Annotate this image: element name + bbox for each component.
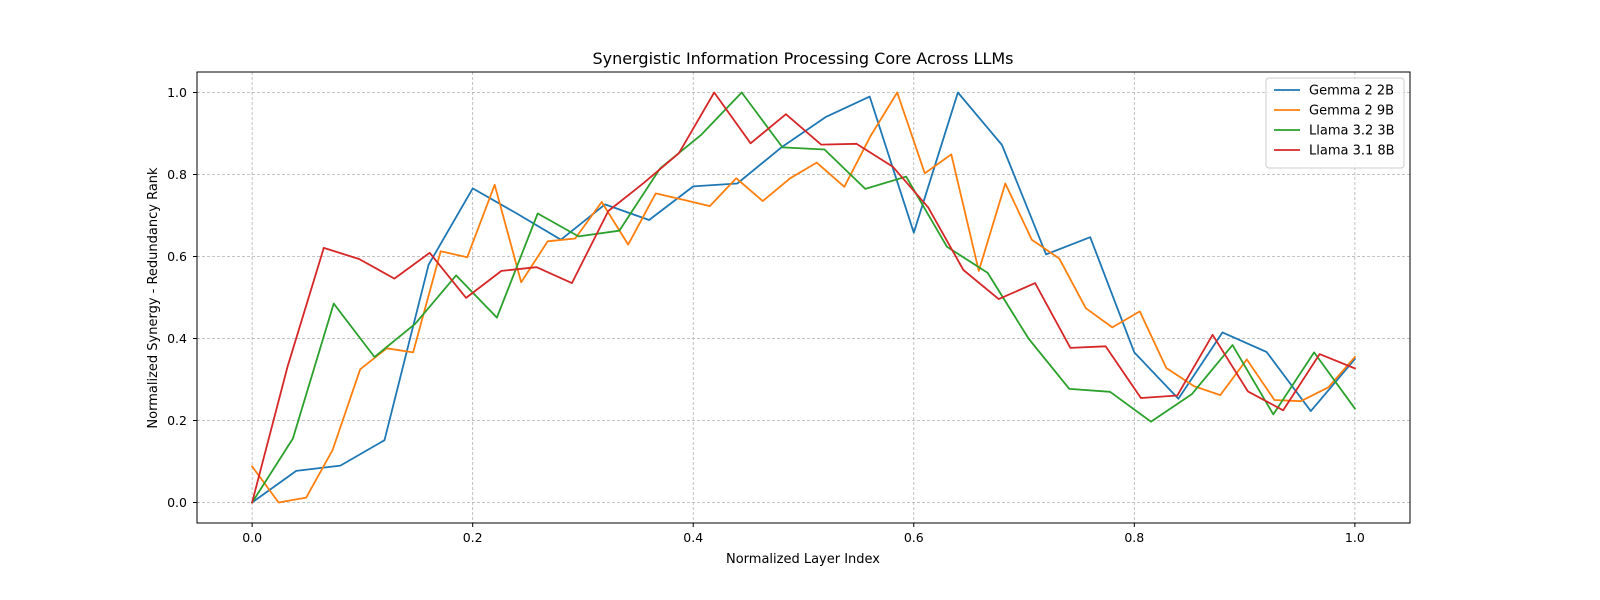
legend-label-llama-3-2-3b: Llama 3.2 3B xyxy=(1309,124,1395,139)
legend: Gemma 2 2B Gemma 2 9B Llama 3.2 3B Llama 3.… xyxy=(1265,77,1405,169)
x-tick-label-3: 0.6 xyxy=(904,530,924,545)
series-line-llama-3-1-8b xyxy=(251,91,1357,504)
y-tick-label-0: 0.0 xyxy=(167,495,187,510)
chart-title: Synergistic Information Processing Core … xyxy=(593,49,1014,68)
y-axis-ticks: 0.0 0.2 0.4 0.6 0.8 1.0 xyxy=(167,85,197,510)
legend-box xyxy=(1265,77,1405,169)
x-axis-ticks: 0.0 0.2 0.4 0.6 0.8 1.0 xyxy=(242,523,1365,545)
plot-frame xyxy=(196,71,1411,524)
y-tick-label-1: 0.2 xyxy=(167,413,187,428)
grid-lines xyxy=(197,72,1410,523)
x-tick-label-1: 0.2 xyxy=(463,530,483,545)
y-tick-label-2: 0.4 xyxy=(167,331,187,346)
y-tick-label-4: 0.8 xyxy=(167,167,187,182)
series-line-gemma-2-9b xyxy=(250,91,1357,504)
legend-label-gemma-2-2b: Gemma 2 2B xyxy=(1309,84,1394,99)
x-tick-label-0: 0.0 xyxy=(242,530,262,545)
x-tick-label-4: 0.8 xyxy=(1124,530,1144,545)
y-tick-label-3: 0.6 xyxy=(167,249,187,264)
legend-label-llama-3-1-8b: Llama 3.1 8B xyxy=(1309,144,1395,159)
y-axis-label: Normalized Synergy - Redundancy Rank xyxy=(146,167,161,429)
y-tick-label-5: 1.0 xyxy=(167,85,187,100)
series-line-llama-3-2-3b xyxy=(250,91,1357,504)
x-axis-label: Normalized Layer Index xyxy=(726,552,880,567)
legend-label-gemma-2-9b: Gemma 2 9B xyxy=(1309,104,1394,119)
x-tick-label-2: 0.4 xyxy=(683,530,703,545)
series-line-gemma-2-2b xyxy=(250,91,1357,504)
x-tick-label-5: 1.0 xyxy=(1345,530,1365,545)
series-lines xyxy=(250,91,1357,504)
